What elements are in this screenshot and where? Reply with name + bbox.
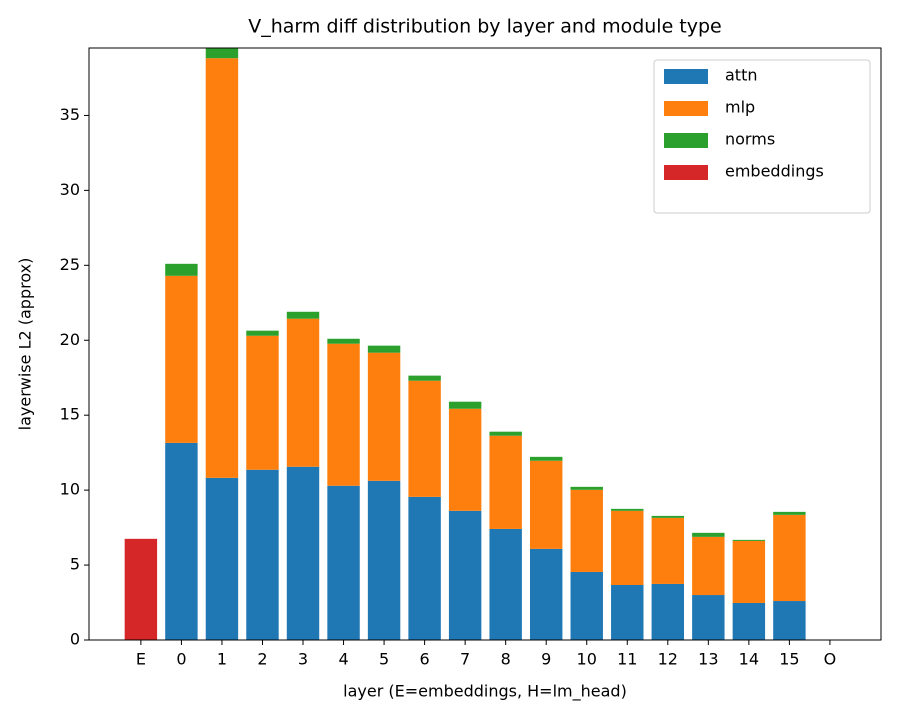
bar-segment xyxy=(732,540,766,603)
x-tick-label: 9 xyxy=(541,650,551,669)
bar-segment xyxy=(246,335,279,470)
axes-frame xyxy=(88,47,882,641)
bar-segment xyxy=(124,538,158,640)
bar-segment xyxy=(489,528,522,640)
bar-segment xyxy=(448,408,482,511)
bar-segment xyxy=(692,532,725,537)
bar-segment xyxy=(651,583,685,640)
bar-segment xyxy=(205,48,239,59)
x-tick-label: 7 xyxy=(460,650,470,669)
bar-segment xyxy=(327,485,360,640)
bar-segment xyxy=(448,401,482,409)
x-tick-label: 1 xyxy=(217,650,227,669)
y-tick-label: 25 xyxy=(60,255,80,274)
bar-segment xyxy=(367,352,401,481)
bar-segment xyxy=(489,431,522,436)
bar-segment xyxy=(651,517,685,584)
bar-segment xyxy=(286,318,320,467)
bar-segment xyxy=(732,602,766,640)
bar-segment xyxy=(773,511,806,515)
bar-segment xyxy=(570,571,603,640)
x-tick-label: E xyxy=(136,650,146,669)
legend-label: attn xyxy=(725,66,758,85)
x-tick-label: 6 xyxy=(420,650,430,669)
bar-segment xyxy=(205,477,239,640)
y-tick-label: 20 xyxy=(60,330,80,349)
x-tick-label: 14 xyxy=(739,650,759,669)
bar-segment xyxy=(286,466,320,640)
bar-segment xyxy=(692,536,725,596)
bar-segment xyxy=(570,489,603,572)
bar-segment xyxy=(246,469,279,640)
y-tick-label: 5 xyxy=(70,555,80,574)
legend: attn mlp norms embeddings xyxy=(653,59,871,214)
bar-segment xyxy=(165,263,198,276)
x-axis-label: layer (E=embeddings, H=lm_head) xyxy=(343,682,627,702)
x-tick-label: 12 xyxy=(658,650,678,669)
y-tick-label: 15 xyxy=(60,405,80,424)
x-tick-label: 2 xyxy=(257,650,267,669)
legend-swatch xyxy=(664,101,708,116)
x-tick-label: 8 xyxy=(501,650,511,669)
legend-label: norms xyxy=(725,130,775,149)
bar-segment xyxy=(529,548,563,640)
bar-segment xyxy=(327,343,360,486)
bar-segment xyxy=(529,456,563,461)
bar-segment xyxy=(732,539,766,541)
legend-swatch xyxy=(664,165,708,180)
x-tick-label: 10 xyxy=(577,650,597,669)
bar-segment xyxy=(408,496,441,640)
x-tick-label: 4 xyxy=(338,650,348,669)
bar-segment xyxy=(165,275,198,443)
bar-segment xyxy=(165,442,198,640)
x-tick-label: 0 xyxy=(176,650,186,669)
y-tick-label: 10 xyxy=(60,480,80,499)
bar-segment xyxy=(773,514,806,602)
x-tick-label: 15 xyxy=(779,650,799,669)
bar-segment xyxy=(408,380,441,497)
bar-segment xyxy=(367,345,401,353)
y-tick-label: 35 xyxy=(60,105,80,124)
legend-label: embeddings xyxy=(725,162,824,181)
x-tick-label: 13 xyxy=(698,650,718,669)
x-tick-label: 5 xyxy=(379,650,389,669)
x-tick-label: 3 xyxy=(298,650,308,669)
y-axis-label: layerwise L2 (approx) xyxy=(16,258,35,431)
bar-segment xyxy=(408,375,441,381)
bar-segment xyxy=(286,311,320,319)
bar-segment xyxy=(529,460,563,549)
bar-segment xyxy=(327,338,360,344)
plot-area xyxy=(124,48,806,640)
bar-segment xyxy=(773,601,806,640)
bar-segment xyxy=(448,510,482,640)
legend-swatch xyxy=(664,133,708,148)
bar-segment xyxy=(246,330,279,336)
x-tick-label: O xyxy=(824,650,837,669)
bar-segment xyxy=(692,595,725,640)
y-tick-label: 0 xyxy=(70,630,80,649)
bar-segment xyxy=(611,510,644,585)
bar-segment xyxy=(570,486,603,490)
chart-title: V_harm diff distribution by layer and mo… xyxy=(248,16,722,38)
y-tick-label: 30 xyxy=(60,180,80,199)
bar-segment xyxy=(367,480,401,640)
bar-segment xyxy=(489,435,522,529)
legend-label: mlp xyxy=(725,98,755,117)
x-tick-label: 11 xyxy=(617,650,637,669)
bar-segment xyxy=(205,58,239,478)
legend-swatch xyxy=(664,69,708,84)
bar-segment xyxy=(611,508,644,511)
bar-segment xyxy=(611,584,644,640)
bar-segment xyxy=(651,515,685,518)
